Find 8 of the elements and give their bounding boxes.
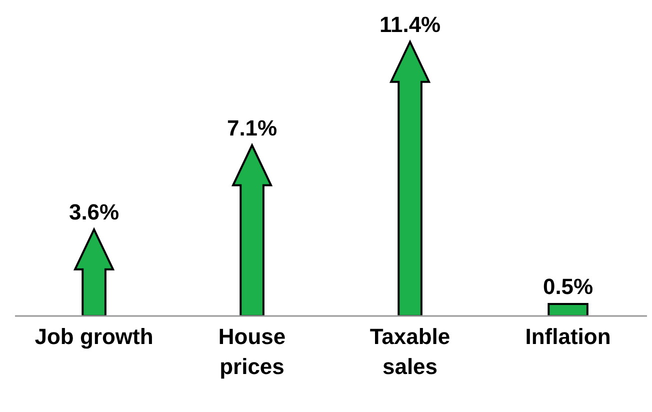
data-label: 11.4%: [379, 12, 441, 37]
x-tick-label: House prices: [218, 324, 286, 379]
x-tick-label: Taxable sales: [370, 324, 450, 379]
data-label: 3.6%: [68, 199, 120, 224]
x-tick-label: Inflation: [525, 324, 611, 349]
data-label: 0.5%: [542, 274, 594, 299]
x-tick-label: Job growth: [34, 324, 154, 349]
data-label: 7.1%: [226, 115, 278, 140]
